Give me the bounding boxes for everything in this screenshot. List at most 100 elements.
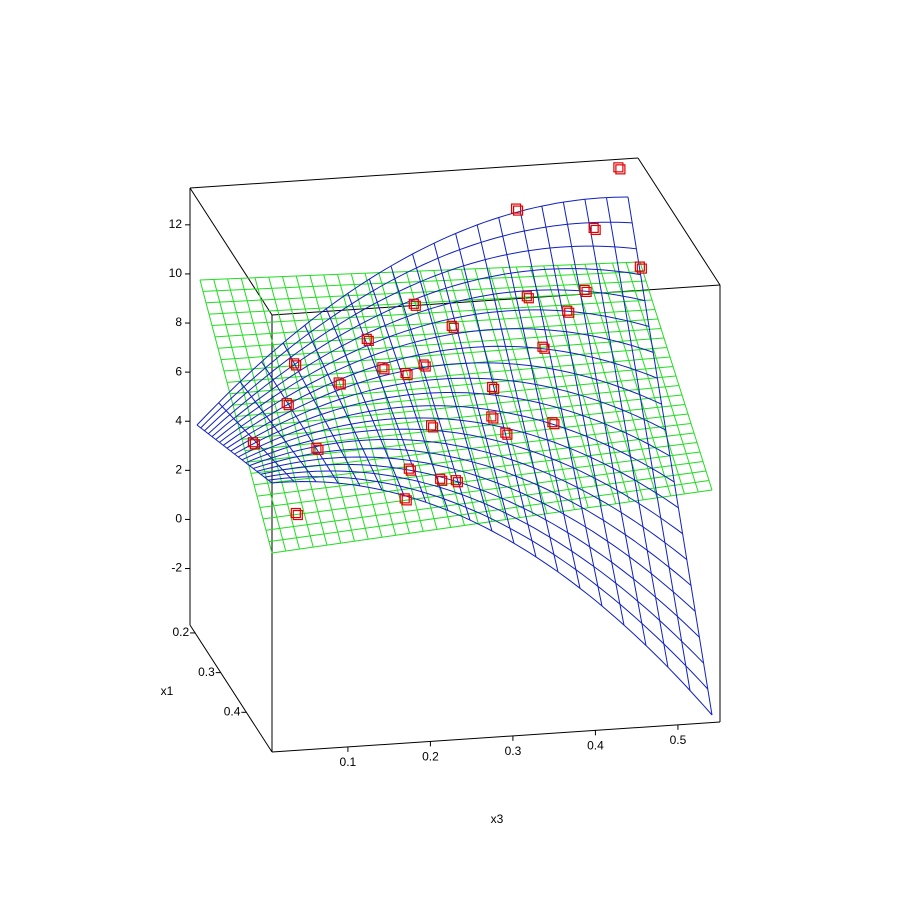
point bbox=[281, 398, 294, 411]
point-box bbox=[437, 475, 448, 486]
x-tick-label: 0.4 bbox=[587, 739, 604, 753]
point-box bbox=[333, 377, 344, 388]
z-tick-label: 6 bbox=[175, 364, 182, 378]
point bbox=[333, 377, 346, 390]
point-box bbox=[435, 473, 446, 484]
surface-mesh-line bbox=[325, 308, 405, 496]
point-box bbox=[363, 335, 374, 346]
point bbox=[290, 507, 303, 521]
point bbox=[562, 305, 575, 318]
point-box bbox=[486, 411, 497, 422]
point-box bbox=[428, 422, 439, 433]
surface-mesh-line bbox=[498, 217, 581, 589]
point-box bbox=[564, 307, 575, 318]
point bbox=[521, 291, 534, 304]
surface-mesh-line bbox=[455, 233, 537, 558]
plane-mesh-line bbox=[235, 375, 677, 417]
point bbox=[500, 427, 513, 440]
surface-mesh-line bbox=[562, 202, 647, 646]
x-axis-label: x3 bbox=[491, 812, 504, 826]
box-edge bbox=[189, 624, 273, 753]
point-box bbox=[487, 381, 498, 393]
point-box bbox=[311, 442, 322, 453]
point-box bbox=[636, 263, 647, 274]
surface-mesh-line bbox=[239, 381, 317, 483]
point-box bbox=[502, 429, 513, 440]
surface-mesh-line bbox=[261, 361, 339, 484]
point-box bbox=[410, 300, 421, 311]
surface-mesh-line bbox=[218, 402, 295, 483]
point bbox=[408, 298, 421, 311]
point-box bbox=[247, 437, 259, 448]
point-box bbox=[420, 361, 431, 372]
surface-mesh-line bbox=[264, 470, 704, 664]
point-box bbox=[426, 420, 437, 431]
z-tick-label: 2 bbox=[175, 463, 182, 477]
plane-mesh-line bbox=[244, 404, 686, 452]
point-box bbox=[418, 359, 429, 370]
point-box bbox=[539, 343, 550, 354]
box-edge bbox=[637, 157, 721, 286]
surface-mesh-line bbox=[476, 224, 559, 573]
plane-mesh-line bbox=[217, 318, 659, 349]
box-edge bbox=[189, 187, 273, 316]
z-tick-label: 12 bbox=[169, 217, 183, 231]
surface-mesh-line bbox=[541, 206, 625, 626]
plane-mesh-line bbox=[208, 290, 650, 315]
surface-mesh-line bbox=[605, 197, 691, 691]
point bbox=[579, 284, 592, 298]
point bbox=[247, 437, 261, 450]
point-box bbox=[613, 162, 624, 173]
plane-surface bbox=[199, 261, 713, 554]
plane-mesh-line bbox=[199, 261, 641, 281]
x-tick-label: 0.3 bbox=[505, 744, 522, 758]
z-tick-label: 4 bbox=[175, 413, 182, 427]
point-box bbox=[249, 439, 261, 450]
point-box bbox=[292, 509, 303, 521]
point-box bbox=[281, 398, 292, 409]
point bbox=[377, 362, 390, 375]
z-tick-label: 0 bbox=[175, 512, 182, 526]
point bbox=[403, 463, 416, 476]
point bbox=[399, 493, 412, 506]
point-box bbox=[283, 400, 294, 411]
plane-mesh-line bbox=[259, 451, 701, 508]
plane-mesh-line bbox=[229, 356, 671, 395]
plane-mesh-line bbox=[214, 309, 656, 338]
x-tick-label: 0.2 bbox=[422, 750, 439, 764]
point-box bbox=[521, 291, 532, 302]
point bbox=[634, 261, 647, 274]
point bbox=[510, 203, 524, 216]
point-box bbox=[450, 475, 461, 486]
point bbox=[426, 420, 439, 433]
y-tick-label: 0.3 bbox=[198, 665, 215, 679]
plane-mesh-line bbox=[202, 271, 644, 292]
point-box bbox=[500, 427, 511, 438]
point-box bbox=[581, 286, 592, 298]
point-box bbox=[379, 364, 390, 375]
point-box bbox=[448, 322, 459, 333]
point-box bbox=[615, 164, 626, 175]
point-box bbox=[291, 360, 302, 371]
box-edge bbox=[271, 284, 721, 316]
point-box bbox=[452, 477, 463, 488]
surface-mesh-line bbox=[368, 278, 449, 511]
plane-mesh-line bbox=[205, 280, 647, 304]
point-box bbox=[537, 341, 548, 352]
surface-mesh-line bbox=[282, 342, 361, 487]
point-box bbox=[549, 419, 560, 430]
point-box bbox=[489, 383, 500, 395]
plane-mesh-line bbox=[223, 337, 665, 372]
surface-mesh-line bbox=[196, 424, 273, 484]
point bbox=[418, 359, 431, 372]
plane-mesh-line bbox=[253, 432, 695, 486]
point-box bbox=[562, 305, 573, 316]
curved-surface bbox=[196, 196, 713, 716]
point bbox=[450, 475, 463, 488]
y-tick-label: 0.4 bbox=[224, 704, 241, 718]
z-tick-label: 8 bbox=[175, 315, 182, 329]
point-box bbox=[512, 205, 524, 216]
point-box bbox=[402, 369, 413, 381]
